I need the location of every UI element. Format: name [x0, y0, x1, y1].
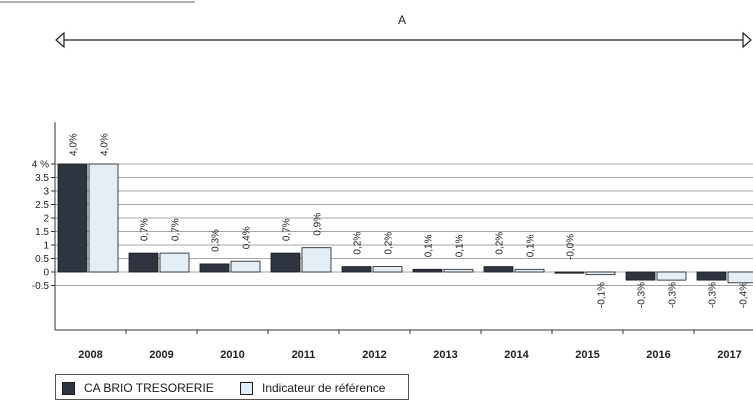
- x-tick-label: 2016: [646, 349, 670, 361]
- bar-ca-brio-2016: [625, 271, 656, 281]
- data-label: 0,2%: [384, 232, 395, 255]
- bar-indicateur-2015: [585, 271, 616, 276]
- bars: [57, 163, 753, 284]
- bar-indicateur-2014: [514, 268, 545, 273]
- data-labels: 4,0% 4,0% 0,7% 0,7% 0,3% 0,4% 0,7% 0,9% 0,2% 0,2%…: [69, 133, 750, 308]
- data-label: -0,4%: [739, 282, 750, 308]
- data-label: -0,3%: [708, 282, 719, 308]
- data-label: 4,0%: [100, 133, 111, 156]
- y-tick-label: 3: [43, 187, 49, 198]
- legend-item-indicateur: Indicateur de référence: [240, 381, 385, 395]
- bar-indicateur-2011: [301, 247, 332, 273]
- bar-indicateur-2012: [372, 266, 403, 273]
- data-label: -0,1%: [597, 282, 608, 308]
- bar-indicateur-2016: [656, 271, 687, 281]
- bar-ca-brio-2012: [341, 266, 372, 273]
- axes: 4 % 3.5 3 2.5 2 1.5 1 0.5 0 -0.5 2008 2009 2010 2011 2…: [32, 122, 753, 361]
- legend-label-ca-brio: CA BRIO TRESORERIE: [84, 381, 214, 395]
- data-label: 0,9%: [313, 213, 324, 236]
- x-tick-label: 2008: [78, 349, 102, 361]
- bar-ca-brio-2013: [412, 268, 443, 273]
- legend: CA BRIO TRESORERIE Indicateur de référen…: [55, 374, 409, 400]
- arrow-left-head: [55, 31, 65, 49]
- x-tick-label: 2014: [504, 349, 529, 361]
- bar-indicateur-2008: [88, 163, 119, 273]
- y-tick-label: 1: [43, 241, 49, 252]
- x-tick-label: 2012: [362, 349, 386, 361]
- x-tick-label: 2010: [220, 349, 244, 361]
- bar-indicateur-2017: [727, 271, 753, 284]
- x-tick-label: 2011: [292, 349, 316, 361]
- data-label: -0,3%: [668, 282, 679, 308]
- bar-ca-brio-2009: [128, 252, 159, 273]
- bar-ca-brio-2008: [57, 163, 88, 273]
- y-tick-label: -0.5: [32, 281, 50, 292]
- y-tick-label: 0: [43, 268, 49, 279]
- x-tick-label: 2009: [149, 349, 173, 361]
- x-tick-label: 2013: [433, 349, 457, 361]
- legend-swatch-indicateur: [240, 381, 253, 395]
- x-tick-label: 2017: [717, 349, 741, 361]
- y-tick-label: 1.5: [35, 227, 49, 238]
- bar-ca-brio-2017: [696, 271, 727, 281]
- y-tick-label: 4 %: [32, 160, 49, 171]
- period-arrow: A: [55, 13, 752, 49]
- x-tick-label: 2015: [575, 349, 599, 361]
- bar-indicateur-2013: [443, 268, 474, 273]
- bar-ca-brio-2014: [483, 266, 514, 273]
- data-label: 0,1%: [526, 234, 537, 257]
- data-label: 0,7%: [140, 218, 151, 241]
- data-label: 0,7%: [171, 218, 182, 241]
- data-label: -0,0%: [566, 234, 577, 260]
- y-tick-label: 2: [43, 214, 49, 225]
- data-label: 0,2%: [495, 232, 506, 255]
- y-tick-label: 0.5: [35, 254, 49, 265]
- data-label: 0,1%: [424, 234, 435, 257]
- bar-ca-brio-2015: [554, 271, 585, 274]
- legend-label-indicateur: Indicateur de référence: [262, 381, 386, 395]
- data-label: 0,2%: [353, 232, 364, 255]
- legend-swatch-ca-brio: [62, 381, 75, 395]
- data-label: 0,7%: [282, 218, 293, 241]
- bar-ca-brio-2010: [199, 263, 230, 273]
- legend-item-ca-brio: CA BRIO TRESORERIE: [62, 381, 214, 395]
- bar-ca-brio-2011: [270, 252, 301, 273]
- data-label: 0,4%: [242, 226, 253, 249]
- bar-indicateur-2009: [159, 252, 190, 273]
- arrow-right-head: [742, 31, 752, 49]
- data-label: 0,1%: [455, 234, 466, 257]
- period-label: A: [398, 13, 406, 27]
- y-tick-label: 2.5: [35, 200, 49, 211]
- data-label: -0,3%: [637, 282, 648, 308]
- y-tick-label: 3.5: [35, 173, 49, 184]
- data-label: 0,3%: [211, 229, 222, 252]
- bar-indicateur-2010: [230, 260, 261, 273]
- data-label: 4,0%: [69, 133, 80, 156]
